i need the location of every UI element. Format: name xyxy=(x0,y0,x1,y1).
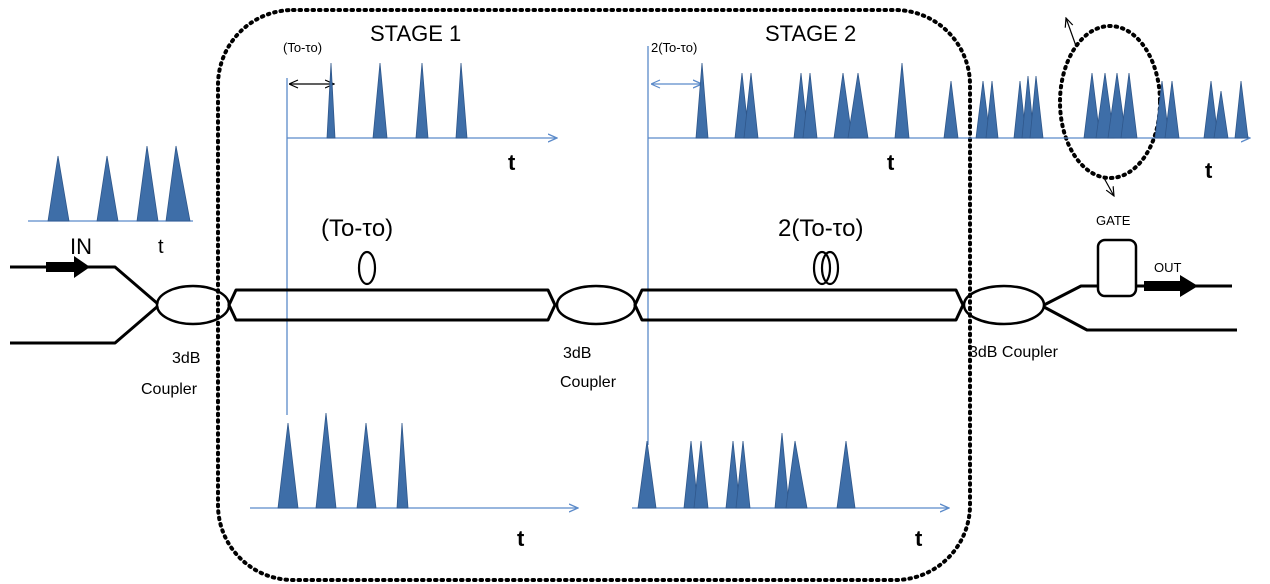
output-pulse xyxy=(1107,72,1127,139)
output-pulse xyxy=(985,80,999,139)
output-pulse xyxy=(1021,75,1035,139)
output-pulse xyxy=(1029,75,1044,139)
output-highlight-ellipse xyxy=(1058,24,1162,180)
coupler-2 xyxy=(555,284,637,326)
stage2-bottom-pulse xyxy=(693,440,709,509)
stage1-top-pulse xyxy=(415,62,429,139)
stage1-label: STAGE 1 xyxy=(370,21,461,46)
input-pulse xyxy=(165,145,191,222)
stage2-bottom-time-label: t xyxy=(915,526,923,551)
stage2-top-pulse xyxy=(833,72,853,139)
stage1-bottom-pulse xyxy=(396,422,409,509)
stage1-bottom-time-label: t xyxy=(517,526,525,551)
output-pulse xyxy=(1083,72,1101,139)
delay2-small-label: 2(To-τo) xyxy=(651,40,697,55)
output-pulse xyxy=(1164,80,1180,139)
output-pulse xyxy=(1213,90,1229,139)
stage2-bottom-pulse xyxy=(836,440,856,509)
stage2-bottom-pulse xyxy=(637,440,657,509)
highlight-arrow-down xyxy=(1103,177,1114,196)
delay1-small-label: (To-τo) xyxy=(283,40,322,55)
highlight-arrow-up xyxy=(1066,18,1077,47)
stage1-top-pulse xyxy=(455,62,468,139)
gate-label: GATE xyxy=(1096,213,1131,228)
stage2-bottom-pulse xyxy=(774,432,790,509)
stage2-label: STAGE 2 xyxy=(765,21,856,46)
fiber-network xyxy=(10,238,1237,345)
input-arrow xyxy=(46,256,90,278)
stage1-bottom-pulse xyxy=(277,422,299,509)
gate-box xyxy=(1096,238,1138,298)
stage1-top-pulse xyxy=(326,62,336,139)
output-label: OUT xyxy=(1154,260,1182,275)
stage1-bottom-pulse xyxy=(356,422,377,509)
stage2-top-pulse xyxy=(695,62,709,139)
coupler1-label-line1: 3dB xyxy=(172,350,200,367)
output-pulse xyxy=(1203,80,1219,139)
time-axes xyxy=(28,46,1250,508)
stage2-top-pulse xyxy=(894,62,910,139)
output-time-label: t xyxy=(1205,158,1213,183)
delay-loop-stage2-a xyxy=(812,250,832,286)
output-pulse xyxy=(943,80,959,139)
input-time-label: t xyxy=(158,236,164,258)
delay1-label: (To-τo) xyxy=(321,215,393,242)
input-pulse xyxy=(96,155,119,222)
flow-arrows xyxy=(46,256,1198,297)
stage2-top-pulse xyxy=(743,72,759,139)
stage2-top-time-label: t xyxy=(887,150,895,175)
output-pulse xyxy=(1095,72,1115,139)
coupler1-label-line2: Coupler xyxy=(141,381,198,398)
stage2-bottom-pulse xyxy=(785,440,808,509)
stage2-bottom-pulse xyxy=(725,440,741,509)
pulse-group xyxy=(47,62,1249,509)
stage1-top-time-label: t xyxy=(508,150,516,175)
output-arrow xyxy=(1144,275,1198,297)
output-pulse xyxy=(975,80,991,139)
stage1-bottom-pulse xyxy=(315,412,337,509)
stage2-top-pulse xyxy=(847,72,869,139)
delay-loop-stage2-b xyxy=(820,250,840,286)
output-pulse xyxy=(1234,80,1249,139)
coupler2-label-line1: 3dB xyxy=(563,345,591,362)
stage2-bottom-pulse xyxy=(683,440,699,509)
input-pulse xyxy=(136,145,159,222)
stage2-bottom-pulse xyxy=(735,440,751,509)
coupler2-label-line2: Coupler xyxy=(560,374,617,391)
coupler-3 xyxy=(962,284,1046,326)
coupler3-label: 3dB Coupler xyxy=(969,344,1059,361)
stage1-top-pulse xyxy=(372,62,388,139)
output-pulse xyxy=(1154,80,1170,139)
delay2-label: 2(To-τo) xyxy=(778,215,864,242)
delay-loop-stage1 xyxy=(357,250,377,286)
input-pulse xyxy=(47,155,70,222)
stage2-top-pulse xyxy=(802,72,818,139)
input-label: IN xyxy=(70,234,92,259)
output-pulse xyxy=(1120,72,1138,139)
